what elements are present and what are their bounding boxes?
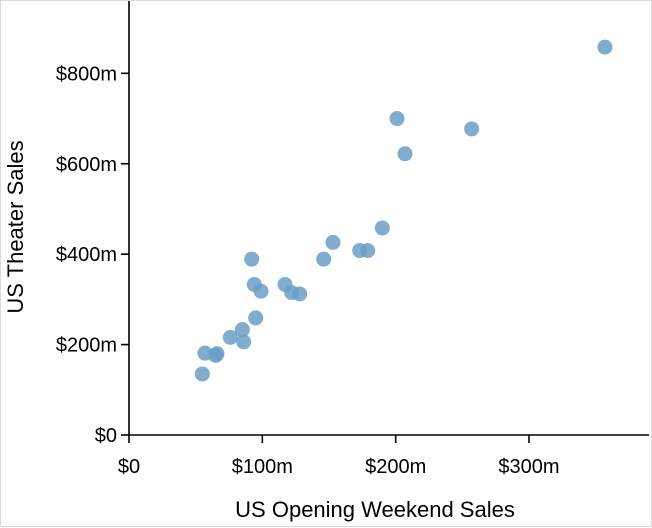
data-point — [234, 322, 250, 338]
data-point — [389, 111, 405, 127]
x-tick-label: $300m — [498, 456, 559, 478]
data-points — [194, 39, 613, 382]
x-tick-label: $200m — [365, 456, 426, 478]
data-point — [194, 366, 210, 382]
y-tick-label: $200m — [56, 335, 117, 357]
axes: $0 $200m $400m $600m $800m $0 $100m $200m $300m — [56, 1, 649, 478]
x-tick-label: $0 — [118, 456, 140, 478]
data-point — [316, 251, 332, 267]
data-point — [253, 283, 269, 299]
x-axis-title: US Opening Weekend Sales — [235, 497, 515, 522]
data-point — [222, 329, 238, 345]
data-point — [360, 243, 376, 259]
data-point — [374, 220, 390, 236]
data-point — [208, 347, 224, 363]
data-point — [464, 121, 480, 137]
data-point — [244, 251, 260, 267]
data-point — [292, 286, 308, 302]
y-tick-label: $0 — [95, 425, 117, 447]
data-point — [236, 334, 252, 350]
data-point — [325, 234, 341, 250]
y-tick-label: $800m — [56, 63, 117, 85]
x-tick-label: $100m — [232, 456, 293, 478]
y-axis-title: US Theater Sales — [3, 140, 28, 313]
y-tick-label: $400m — [56, 244, 117, 266]
data-point — [248, 310, 264, 326]
y-tick-label: $600m — [56, 154, 117, 176]
data-point — [397, 146, 413, 162]
data-point — [597, 39, 613, 55]
